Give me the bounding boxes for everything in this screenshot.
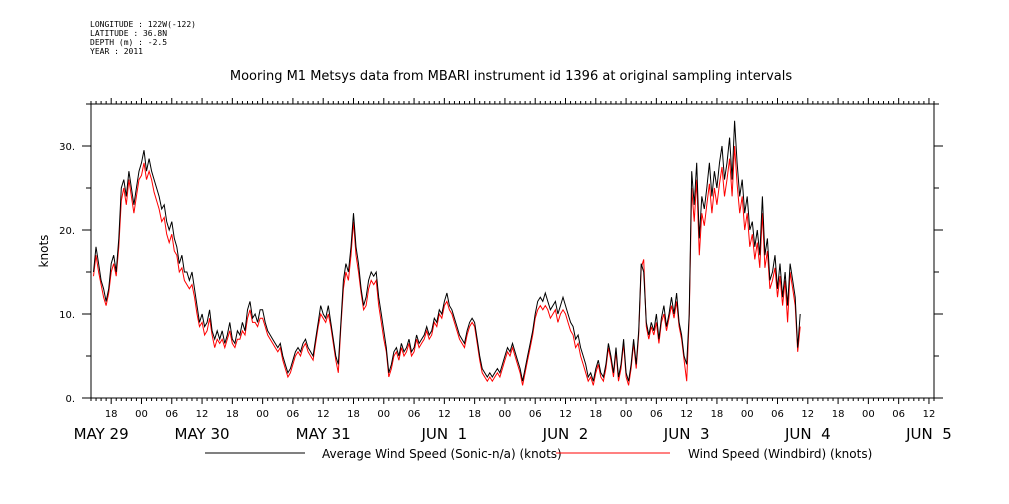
legend: Average Wind Speed (Sonic-n/a) (knots) W…: [205, 447, 872, 461]
y-axis-label: knots: [37, 235, 51, 268]
x-hour-label: 06: [165, 409, 178, 420]
x-hour-label: 12: [559, 409, 572, 420]
x-hour-label: 18: [468, 409, 481, 420]
x-hour-label: 12: [680, 409, 693, 420]
plot-frame: [90, 103, 935, 399]
x-hour-label: 18: [226, 409, 239, 420]
x-hour-label: 18: [589, 409, 602, 420]
x-hour-label: 18: [105, 409, 118, 420]
series-group: [93, 120, 801, 386]
legend-label-windbird: Wind Speed (Windbird) (knots): [688, 447, 872, 461]
x-hour-label: 06: [650, 409, 663, 420]
y-tick-label: 20.: [59, 226, 75, 237]
x-hour-label: 06: [892, 409, 905, 420]
x-hour-label: 06: [287, 409, 300, 420]
series-windbird-line: [93, 145, 801, 386]
x-day-label: JUN 5: [905, 425, 952, 443]
legend-label-average-wind: Average Wind Speed (Sonic-n/a) (knots): [322, 447, 562, 461]
x-hour-label: 00: [499, 409, 512, 420]
year-label: YEAR : 2011: [90, 47, 143, 56]
x-day-label: JUN 2: [542, 425, 589, 443]
x-hour-label: 00: [135, 409, 148, 420]
x-day-label: MAY 30: [175, 425, 230, 443]
x-hour-label: 06: [529, 409, 542, 420]
x-hour-label: 00: [256, 409, 269, 420]
x-hour-label: 00: [377, 409, 390, 420]
x-hour-label: 06: [408, 409, 421, 420]
x-hour-label: 00: [862, 409, 875, 420]
x-hour-label: 18: [347, 409, 360, 420]
chart-title: Mooring M1 Metsys data from MBARI instru…: [230, 69, 792, 84]
x-hour-label: 00: [741, 409, 754, 420]
depth-label: DEPTH (m) : -2.5: [90, 38, 168, 47]
x-hour-label: 00: [620, 409, 633, 420]
y-axis: 0. 10. 20. 30.: [59, 103, 943, 405]
x-hour-label: 12: [438, 409, 451, 420]
y-tick-label: 0.: [65, 394, 75, 405]
x-axis: 18 00 06 12 18 00 06 12 18 00 06 12 18 00 06 12 18 00 06 12…: [74, 409, 952, 443]
latitude-label: LATITUDE : 36.8N: [90, 29, 168, 38]
x-hour-label: 12: [317, 409, 330, 420]
x-day-label: MAY 31: [296, 425, 351, 443]
x-hour-label: 12: [196, 409, 209, 420]
x-hour-label: 18: [832, 409, 845, 420]
x-day-label: JUN 4: [784, 425, 831, 443]
x-hour-label: 12: [923, 409, 936, 420]
x-day-label: MAY 29: [74, 425, 129, 443]
y-tick-label: 30.: [59, 142, 75, 153]
metadata-block: LONGITUDE : 122W(-122) LATITUDE : 36.8N …: [90, 20, 196, 56]
x-day-label: JUN 3: [663, 425, 710, 443]
x-hour-label: 18: [711, 409, 724, 420]
x-hour-label: 12: [801, 409, 814, 420]
longitude-label: LONGITUDE : 122W(-122): [90, 20, 196, 29]
x-hour-label: 06: [771, 409, 784, 420]
y-tick-label: 10.: [59, 310, 75, 321]
minor-ticks: [90, 98, 935, 404]
series-average-wind-line: [93, 120, 801, 382]
x-day-label: JUN 1: [421, 425, 468, 443]
